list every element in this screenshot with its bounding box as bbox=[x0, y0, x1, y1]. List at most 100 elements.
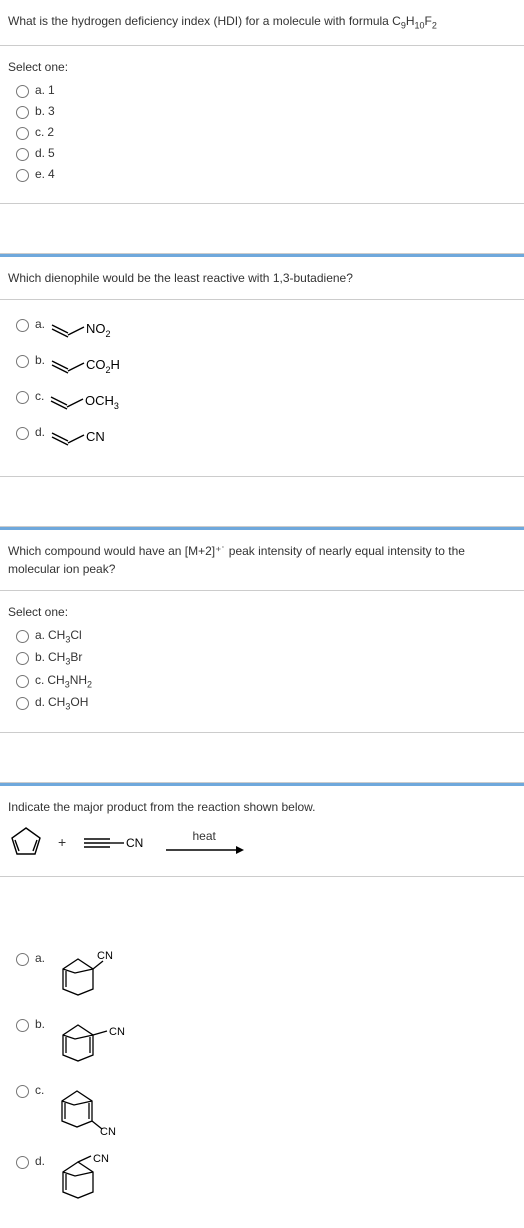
q4-option-c[interactable]: c. CN bbox=[8, 1073, 516, 1144]
vinyl-och3-icon: OCH3 bbox=[47, 389, 127, 419]
q1-radio-e[interactable] bbox=[16, 169, 29, 182]
q2-letter-b: b. bbox=[35, 353, 45, 367]
q2-answers: a. NO2 b. CO2H bbox=[0, 300, 524, 477]
q3-b-pre: CH bbox=[48, 650, 65, 664]
q4-a-cn: CN bbox=[97, 950, 113, 962]
q2-struct-b: CO2H bbox=[48, 353, 128, 383]
q1-radio-a[interactable] bbox=[16, 85, 29, 98]
q3-option-a[interactable]: a. CH3Cl bbox=[8, 625, 516, 647]
q1-t0: What is the hydrogen deficiency index (H… bbox=[8, 14, 401, 28]
q2-a-main: NO bbox=[86, 321, 106, 336]
q1-radio-d[interactable] bbox=[16, 148, 29, 161]
q3-text-c: CH3NH2 bbox=[47, 673, 92, 689]
q1-text-d: 5 bbox=[48, 146, 55, 160]
q3-letter-b: b. bbox=[35, 650, 45, 664]
q1-text: What is the hydrogen deficiency index (H… bbox=[0, 0, 524, 46]
q2-b-tail: H bbox=[111, 357, 120, 372]
q4-letter-b: b. bbox=[35, 1017, 45, 1031]
q4-radio-c[interactable] bbox=[16, 1085, 29, 1098]
q1-option-c[interactable]: c. 2 bbox=[8, 122, 516, 143]
q2-option-d[interactable]: d. CN bbox=[8, 422, 516, 458]
svg-text:NO2: NO2 bbox=[86, 321, 111, 339]
q4-radio-b[interactable] bbox=[16, 1019, 29, 1032]
q1-option-d[interactable]: d. 5 bbox=[8, 143, 516, 164]
q2-radio-a[interactable] bbox=[16, 319, 29, 332]
q2-struct-d: CN bbox=[48, 425, 118, 455]
q1-t5: 2 bbox=[432, 20, 437, 30]
q3-option-b[interactable]: b. CH3Br bbox=[8, 647, 516, 669]
question-3: Which compound would have an [M+2]⁺˙ pea… bbox=[0, 527, 524, 784]
q2-b-main: CO bbox=[86, 357, 106, 372]
q1-letter-d: d. bbox=[35, 146, 45, 160]
q1-text-b: 3 bbox=[48, 104, 55, 118]
q4-text: Indicate the major product from the reac… bbox=[0, 786, 524, 820]
q4-plus: + bbox=[58, 834, 66, 850]
q2-option-a[interactable]: a. NO2 bbox=[8, 314, 516, 350]
q2-letter-c: c. bbox=[35, 389, 44, 403]
q1-radio-b[interactable] bbox=[16, 106, 29, 119]
q4-letter-d: d. bbox=[35, 1154, 45, 1168]
q3-a-pre: CH bbox=[48, 628, 65, 642]
q4-letter-a: a. bbox=[35, 951, 45, 965]
question-2: Which dienophile would be the least reac… bbox=[0, 254, 524, 527]
q4-option-a[interactable]: a. CN bbox=[8, 941, 516, 1007]
q3-text-a: CH3Cl bbox=[48, 628, 82, 644]
q2-letter-d: d. bbox=[35, 425, 45, 439]
q3-text: Which compound would have an [M+2]⁺˙ pea… bbox=[0, 530, 524, 591]
vinyl-no2-icon: NO2 bbox=[48, 317, 118, 347]
q3-b-tail: Br bbox=[70, 650, 82, 664]
q4-radio-d[interactable] bbox=[16, 1156, 29, 1169]
q1-text-c: 2 bbox=[47, 125, 54, 139]
q4-b-cn: CN bbox=[109, 1026, 125, 1038]
q1-t4: F bbox=[425, 14, 432, 28]
q1-option-b[interactable]: b. 3 bbox=[8, 101, 516, 122]
q3-d-pre: CH bbox=[48, 695, 65, 709]
q3-c-pre: CH bbox=[47, 673, 64, 687]
bicyclic-a-icon: CN bbox=[53, 949, 133, 999]
q1-option-a[interactable]: a. 1 bbox=[8, 80, 516, 101]
q1-t2: H bbox=[406, 14, 415, 28]
arrow-icon bbox=[164, 845, 244, 855]
q4-d-cn: CN bbox=[93, 1153, 109, 1165]
q3-radio-b[interactable] bbox=[16, 652, 29, 665]
q1-radio-c[interactable] bbox=[16, 127, 29, 140]
q4-c-cn: CN bbox=[100, 1126, 116, 1136]
question-4: Indicate the major product from the reac… bbox=[0, 783, 524, 1228]
q2-option-b[interactable]: b. CO2H bbox=[8, 350, 516, 386]
q3-d-tail: OH bbox=[70, 695, 88, 709]
q2-option-c[interactable]: c. OCH3 bbox=[8, 386, 516, 422]
q3-radio-a[interactable] bbox=[16, 630, 29, 643]
q1-letter-e: e. bbox=[35, 167, 45, 181]
q3-spacer bbox=[0, 733, 524, 783]
q4-heat: heat bbox=[193, 829, 216, 843]
q4-answers: a. CN b. CN c. bbox=[0, 927, 524, 1228]
q2-radio-d[interactable] bbox=[16, 427, 29, 440]
q2-a-sub: 2 bbox=[106, 329, 111, 339]
q2-radio-b[interactable] bbox=[16, 355, 29, 368]
q1-option-e[interactable]: e. 4 bbox=[8, 164, 516, 185]
q3-option-c[interactable]: c. CH3NH2 bbox=[8, 670, 516, 692]
q3-text-d: CH3OH bbox=[48, 695, 88, 711]
q3-radio-d[interactable] bbox=[16, 697, 29, 710]
q4-option-d[interactable]: d. CN bbox=[8, 1144, 516, 1210]
q3-answers: Select one: a. CH3Cl b. CH3Br c. CH3NH2 … bbox=[0, 591, 524, 734]
vinyl-cn-icon: CN bbox=[48, 425, 118, 455]
q1-t3: 10 bbox=[415, 20, 425, 30]
q3-c-mid: NH bbox=[70, 673, 87, 687]
q2-spacer bbox=[0, 477, 524, 527]
vinyl-co2h-icon: CO2H bbox=[48, 353, 128, 383]
q4-radio-a[interactable] bbox=[16, 953, 29, 966]
q3-text-b: CH3Br bbox=[48, 650, 82, 666]
q2-radio-c[interactable] bbox=[16, 391, 29, 404]
q2-letter-a: a. bbox=[35, 317, 45, 331]
q3-select-one: Select one: bbox=[8, 605, 516, 619]
q4-arrow: heat bbox=[164, 829, 244, 855]
q3-letter-d: d. bbox=[35, 695, 45, 709]
q2-d-main: CN bbox=[86, 429, 105, 444]
q3-radio-c[interactable] bbox=[16, 675, 29, 688]
q4-option-b[interactable]: b. CN bbox=[8, 1007, 516, 1073]
q3-a-tail: Cl bbox=[70, 628, 81, 642]
q1-answers: Select one: a. 1 b. 3 c. 2 d. 5 e. 4 bbox=[0, 46, 524, 204]
q3-option-d[interactable]: d. CH3OH bbox=[8, 692, 516, 714]
q2-struct-a: NO2 bbox=[48, 317, 118, 347]
